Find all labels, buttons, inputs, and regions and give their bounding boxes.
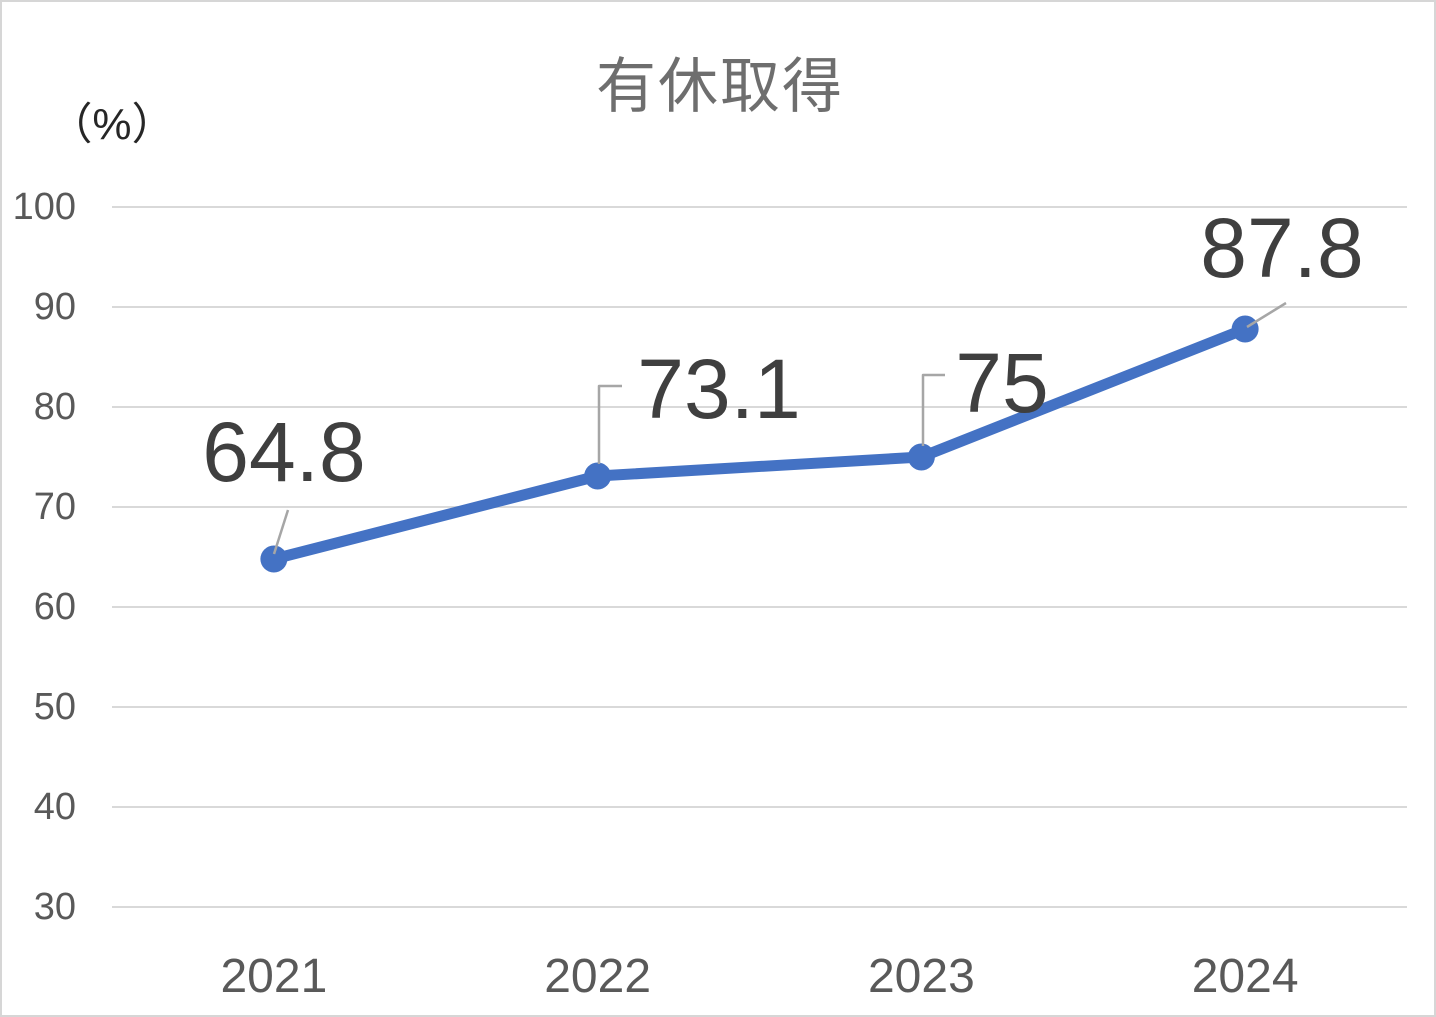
x-tick-label: 2024: [1191, 950, 1299, 1003]
line-series: [272, 323, 1248, 565]
x-tick-label: 2021: [220, 950, 328, 1003]
data-label: 73.1: [637, 342, 801, 436]
y-tick-label: 40: [33, 786, 76, 828]
data-point-markers: [260, 315, 1259, 573]
x-tick-label: 2023: [867, 950, 975, 1003]
y-tick-label: 80: [33, 386, 76, 428]
x-tick-label: 2022: [544, 950, 652, 1003]
y-tick-label: 100: [12, 186, 76, 228]
data-label: 64.8: [202, 405, 366, 499]
data-point-marker: [260, 545, 288, 573]
y-tick-label: 60: [33, 586, 76, 628]
gridlines: [112, 206, 1407, 908]
data-point-marker: [1231, 315, 1259, 343]
y-tick-label: 30: [33, 886, 76, 928]
leader-line: [921, 373, 945, 446]
data-label-leader-lines: [272, 301, 1287, 555]
y-tick-label: 70: [33, 486, 76, 528]
leader-line: [1246, 301, 1287, 329]
y-tick-label: 90: [33, 286, 76, 328]
data-point-marker: [584, 462, 612, 490]
y-axis-unit-label: （%）: [48, 100, 176, 149]
chart-title: 有休取得: [596, 53, 844, 120]
series-line: [272, 323, 1248, 565]
data-point-marker: [907, 443, 935, 471]
data-label: 75: [955, 336, 1049, 430]
data-label: 87.8: [1200, 201, 1364, 295]
leader-line: [597, 384, 622, 464]
y-tick-label: 50: [33, 686, 76, 728]
leader-line: [272, 509, 290, 555]
